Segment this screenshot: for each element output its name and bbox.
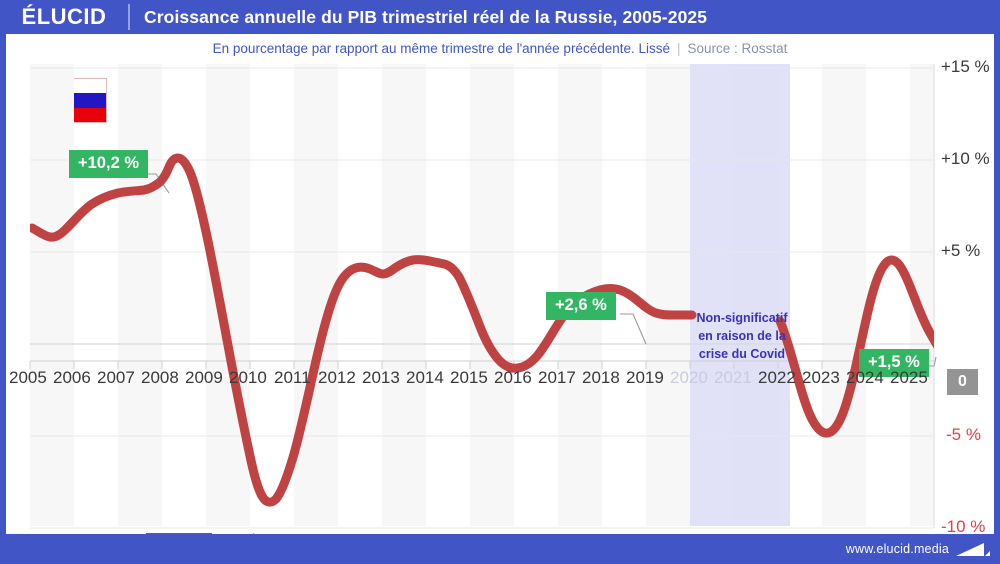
- xtick-2021: 2021: [714, 368, 752, 387]
- header-divider: [128, 4, 130, 30]
- subtitle-bar: En pourcentage par rapport au même trime…: [6, 34, 994, 62]
- xtick-2005: 2005: [9, 368, 47, 387]
- elucid-logo: ÉLUCID: [21, 4, 107, 29]
- xtick-2011: 2011: [274, 368, 311, 387]
- xtick-2010: 2010: [229, 368, 267, 387]
- page-title: Croissance annuelle du PIB trimestriel r…: [144, 6, 708, 27]
- covid-annotation-line3: crise du Covid: [698, 347, 786, 362]
- xtick-2007: 2007: [97, 368, 135, 387]
- callout-2025: +1,5 %: [859, 349, 929, 377]
- xtick-2014: 2014: [406, 368, 444, 387]
- xtick-2018: 2018: [582, 368, 620, 387]
- ytick-minus10: -10 %: [941, 517, 986, 536]
- xtick-2012: 2012: [318, 368, 356, 387]
- xtick-2013: 2013: [362, 368, 400, 387]
- covid-shaded-region: [690, 64, 790, 526]
- subtitle-separator: |: [677, 40, 681, 56]
- chart-canvas: En pourcentage par rapport au même trime…: [6, 34, 994, 534]
- callout-2018: +2,6 %: [546, 292, 616, 320]
- chart-svg: [29, 64, 937, 534]
- header-bar: ÉLUCID Croissance annuelle du PIB trimes…: [0, 0, 1000, 34]
- callout-trough-2009: -8,0 %: [146, 533, 212, 534]
- vertical-bands: [30, 64, 934, 526]
- xtick-2006: 2006: [53, 368, 91, 387]
- data-line-segment-2: [775, 255, 934, 438]
- ytick-plus10: +10 %: [941, 149, 990, 168]
- xtick-2020: 2020: [670, 368, 708, 387]
- xtick-2023: 2023: [802, 368, 840, 387]
- plot-area: [6, 34, 994, 534]
- xtick-2025: 2025: [890, 368, 928, 387]
- chart-subtitle: En pourcentage par rapport au même trime…: [213, 41, 788, 56]
- xtick-2009: 2009: [185, 368, 223, 387]
- chart-source: Source : Rosstat: [687, 40, 788, 56]
- ytick-plus15: +15 %: [941, 57, 990, 76]
- xtick-2017: 2017: [538, 368, 576, 387]
- ytick-plus5: +5 %: [941, 241, 981, 260]
- subtitle-text: En pourcentage par rapport au même trime…: [212, 40, 671, 56]
- xtick-2016: 2016: [494, 368, 532, 387]
- elucid-arrow-icon: [956, 542, 990, 556]
- zero-value-badge: 0: [947, 369, 978, 396]
- footer-url[interactable]: www.elucid.media: [845, 542, 949, 556]
- xtick-2008: 2008: [141, 368, 179, 387]
- covid-annotation-line1: Non-significatif: [696, 311, 788, 325]
- covid-annotation: Non-significatif en raison de la crise d…: [692, 309, 792, 363]
- xtick-2024: 2024: [846, 368, 884, 387]
- xtick-2022: 2022: [758, 368, 796, 387]
- covid-annotation-line2: en raison de la: [698, 329, 786, 344]
- xtick-2019: 2019: [626, 368, 664, 387]
- footer-bar: www.elucid.media: [0, 534, 1000, 564]
- callout-peak-2008: +10,2 %: [69, 150, 149, 178]
- xtick-2015: 2015: [450, 368, 488, 387]
- ytick-minus5: -5 %: [946, 425, 981, 444]
